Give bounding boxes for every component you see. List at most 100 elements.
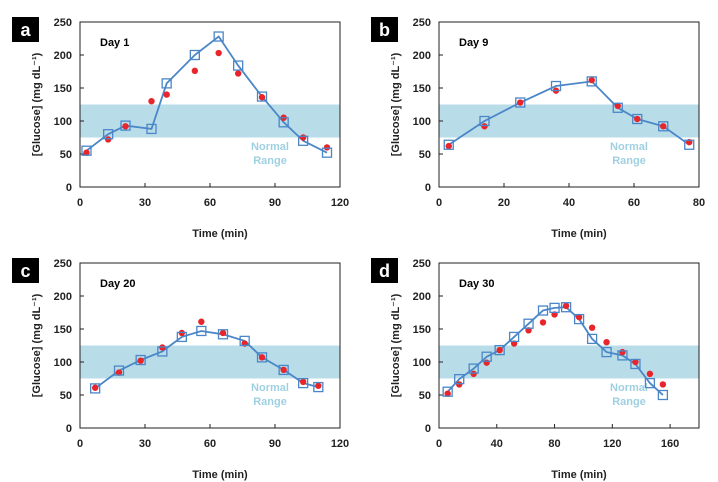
data-point-reference	[299, 378, 307, 385]
data-point-measured	[278, 364, 289, 376]
data-point-reference	[575, 313, 583, 321]
data-point-reference	[137, 357, 144, 364]
normal-range-label: Normal	[251, 141, 289, 153]
data-point-measured	[479, 115, 490, 127]
day-label: Day 9	[459, 37, 488, 49]
data-point-measured	[278, 117, 289, 128]
y-tick-label: 200	[54, 291, 72, 303]
data-point-measured	[256, 91, 268, 102]
data-point-reference	[539, 319, 547, 326]
x-axis-title: Time (min)	[551, 469, 607, 481]
panel-letter: b	[379, 20, 390, 40]
data-point-reference	[646, 370, 654, 378]
data-point-reference	[496, 346, 503, 354]
x-tick-label: 60	[628, 197, 640, 209]
x-tick-label: 90	[269, 197, 281, 209]
data-point-reference	[562, 302, 570, 310]
data-point-measured	[120, 120, 131, 131]
y-tick-label: 50	[60, 149, 72, 161]
data-point-measured	[81, 145, 92, 156]
panel-badge	[371, 258, 398, 283]
data-point-measured	[550, 80, 562, 92]
day-label: Day 20	[100, 278, 135, 290]
x-tick-label: 60	[204, 197, 216, 209]
plot-frame	[438, 262, 700, 429]
data-point-reference	[104, 136, 112, 143]
panel-letter: d	[379, 261, 390, 281]
day-label: Day 30	[459, 278, 494, 290]
x-tick-label: 120	[331, 197, 349, 209]
y-tick-label: 200	[413, 50, 431, 62]
chart-svg-d: 0 50 100 150 200 250 0 40 80 120 160 Time (min) [Glu…	[371, 258, 700, 481]
x-tick-label: 0	[77, 197, 83, 209]
data-point-reference	[122, 123, 129, 130]
x-axis-title: Time (min)	[192, 469, 248, 481]
data-point-reference	[634, 115, 641, 123]
data-point-measured	[549, 302, 560, 314]
data-point-reference	[456, 381, 463, 388]
data-point-measured	[443, 139, 454, 150]
x-axis-title: Time (min)	[192, 228, 248, 240]
data-point-reference	[660, 123, 667, 130]
y-axis-title: [Glucose] (mg dL⁻¹)	[390, 293, 402, 397]
data-point-reference	[219, 329, 227, 337]
data-point-measured	[657, 389, 669, 401]
data-point-reference	[280, 366, 287, 374]
data-point-measured	[256, 352, 268, 363]
data-point-reference	[234, 70, 242, 77]
x-tick-label: 90	[269, 438, 281, 450]
panel-badge	[12, 17, 39, 42]
data-point-measured	[586, 76, 597, 87]
panel-badge	[12, 258, 39, 283]
data-point-measured	[442, 386, 453, 397]
y-tick-label: 150	[54, 324, 72, 336]
data-point-reference	[299, 134, 307, 141]
data-point-reference	[445, 142, 452, 150]
y-tick-label: 250	[413, 258, 431, 270]
data-point-reference	[588, 324, 596, 331]
normal-range-label: Range	[253, 155, 287, 167]
series-line-measured	[94, 330, 319, 390]
data-point-reference	[258, 354, 266, 361]
normal-range-label: Range	[253, 396, 287, 408]
x-tick-label: 40	[563, 197, 575, 209]
data-point-reference	[632, 358, 639, 366]
data-point-reference	[603, 339, 610, 346]
data-point-measured	[630, 358, 641, 370]
x-tick-label: 0	[436, 197, 442, 209]
data-point-measured	[189, 49, 200, 61]
x-tick-label: 160	[661, 438, 679, 450]
data-point-reference	[323, 144, 331, 151]
x-axis-title: Time (min)	[551, 228, 607, 240]
data-point-measured	[523, 318, 534, 329]
y-axis-title: [Glucose] (mg dL⁻¹)	[31, 293, 43, 397]
data-point-reference	[614, 102, 621, 110]
x-tick-label: 120	[331, 438, 349, 450]
normal-range-label: Range	[612, 396, 646, 408]
panel-letter: c	[20, 261, 30, 281]
y-tick-label: 200	[413, 291, 431, 303]
y-tick-label: 150	[413, 83, 431, 95]
data-point-measured	[494, 344, 505, 356]
data-point-reference	[470, 370, 477, 378]
x-tick-label: 80	[693, 197, 705, 209]
y-axis-title: [Glucose] (mg dL⁻¹)	[31, 52, 43, 156]
data-point-measured	[454, 374, 465, 385]
x-tick-label: 0	[77, 438, 83, 450]
y-tick-label: 0	[425, 423, 431, 435]
data-point-measured	[298, 377, 309, 389]
data-point-reference	[148, 98, 155, 105]
data-point-measured	[481, 351, 492, 362]
data-point-reference	[619, 348, 626, 356]
y-tick-label: 0	[425, 182, 431, 194]
data-point-reference	[191, 67, 199, 75]
y-tick-label: 250	[54, 258, 72, 270]
data-point-reference	[481, 123, 488, 130]
y-tick-label: 100	[413, 357, 431, 369]
chart-panel-a: 0 50 100 150 200 250 0 30 60 90 120 Time (min) [Gluc…	[0, 0, 359, 241]
y-axis-title: [Glucose] (mg dL⁻¹)	[390, 52, 402, 156]
normal-range-label: Range	[612, 155, 646, 167]
x-tick-label: 20	[498, 197, 510, 209]
x-tick-label: 80	[548, 438, 560, 450]
data-point-reference	[588, 76, 595, 84]
